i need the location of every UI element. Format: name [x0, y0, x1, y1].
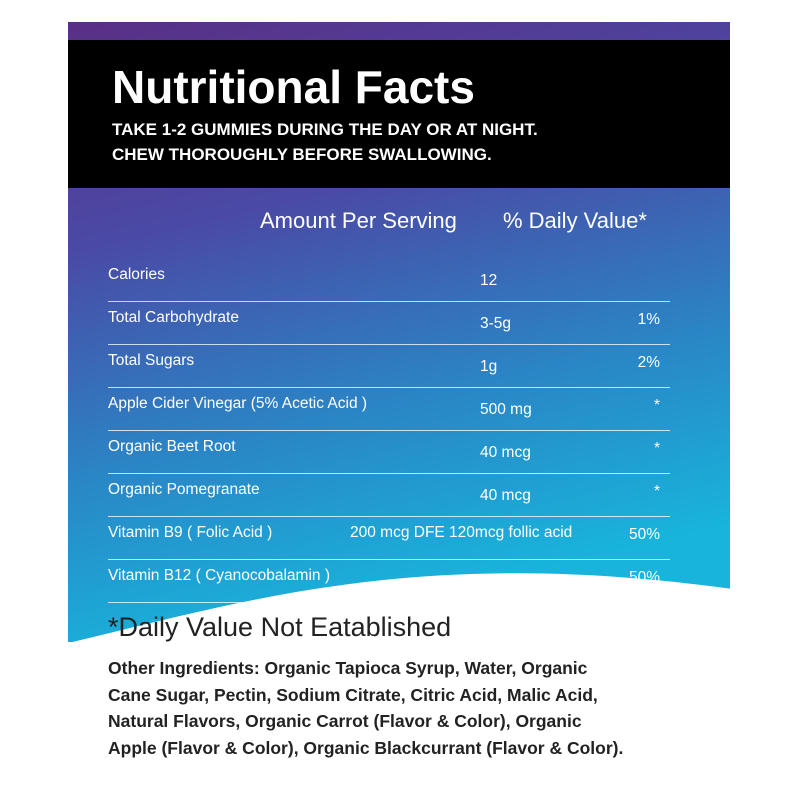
footnote: *Daily Value Not Eatablished — [108, 612, 452, 642]
nutrient-name: Apple Cider Vinegar (5% Acetic Acid ) — [108, 395, 368, 412]
instruction: CHEW THOROUGHLY BEFORE SWALLOWING. — [112, 145, 492, 164]
instruction: TAKE 1-2 GUMMIES DURING THE DAY OR AT NI… — [112, 120, 538, 139]
amount: 12 — [480, 272, 498, 289]
wave — [60, 573, 740, 800]
nutrient-name: Organic Pomegranate — [108, 481, 260, 498]
column-header: % Daily Value* — [503, 208, 647, 233]
daily-value: 1% — [637, 311, 660, 328]
amount: 200 mcg DFE 120mcg follic acid — [350, 524, 573, 541]
daily-value: * — [653, 440, 660, 457]
daily-value: 2% — [637, 354, 660, 371]
table-row: Vitamin B12 ( Cyanocobalamin ) 1.2mcg 50% — [108, 559, 670, 603]
ingredient-line: Cane Sugar, Pectin, Sodium Citrate, Citr… — [108, 684, 598, 705]
table-row: Vitamin B9 ( Folic Acid ) 200 mcg DFE 120… — [108, 516, 670, 560]
nutrient-name: Vitamin B12 ( Cyanocobalamin ) — [108, 567, 330, 584]
nutrient-name: Total Sugars — [108, 352, 195, 369]
table-row: Organic Beet Root 40 mcg * — [108, 430, 670, 474]
amount: 40 mcg — [480, 487, 531, 504]
ingredient-line: Apple (Flavor & Color), Organic Blackcur… — [108, 737, 624, 758]
amount: 1g — [480, 358, 498, 375]
table-row: Organic Pomegranate 40 mcg * — [108, 473, 670, 517]
table-row: Total Carbohydrate 3-5g 1% — [108, 301, 670, 345]
table-row: Apple Cider Vinegar (5% Acetic Acid ) 500… — [108, 387, 670, 431]
amount: 500 mg — [480, 401, 532, 418]
amount: 1.2mcg — [480, 573, 531, 590]
amount: 3-5g — [480, 315, 512, 332]
nutrient-name: Vitamin B9 ( Folic Acid ) — [108, 524, 273, 541]
nutrient-name: Organic Beet Root — [108, 438, 236, 455]
ingredient-line: Natural Flavors, Organic Carrot (Flavor … — [108, 711, 582, 731]
ingredient-line: Other Ingredients: Organic Tapioca Syrup… — [108, 658, 588, 678]
amount: 40 mcg — [480, 444, 531, 461]
header-box — [68, 40, 730, 188]
daily-value: 50% — [628, 569, 660, 586]
daily-value: * — [653, 397, 660, 414]
table-row: Calories 12 — [108, 258, 670, 302]
ingredients: Other Ingredients: Organic Tapioca Syrup… — [108, 655, 748, 761]
table-row: Total Sugars 1g 2% — [108, 344, 670, 388]
column-header: Amount Per Serving — [260, 208, 457, 233]
nutrient-name: Total Carbohydrate — [108, 309, 239, 326]
daily-value: * — [653, 483, 660, 500]
nutrient-name: Calories — [108, 266, 165, 283]
title: Nutritional Facts — [112, 61, 475, 113]
daily-value: 50% — [628, 526, 660, 543]
